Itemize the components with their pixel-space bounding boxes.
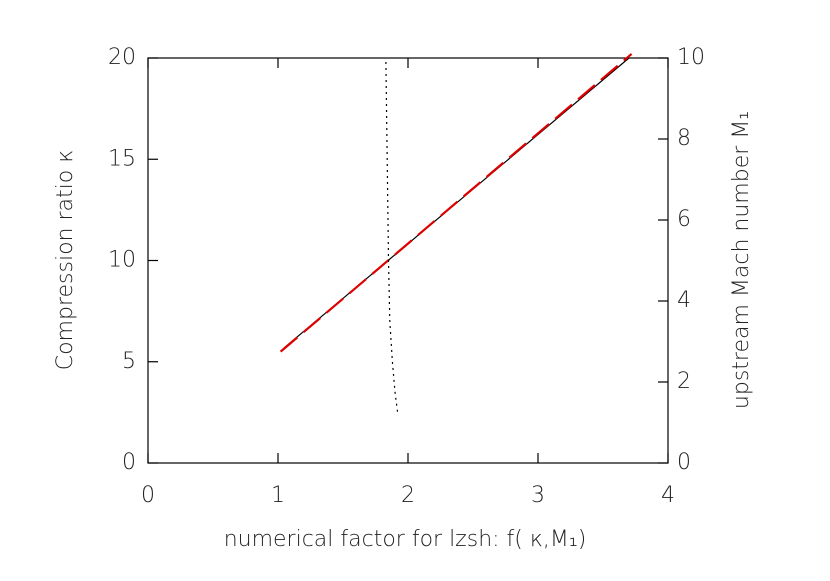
series-line <box>279 53 633 353</box>
x-tick-label: 0 <box>141 483 155 508</box>
x-tick-label: 1 <box>271 483 285 508</box>
y2-tick-label: 4 <box>677 288 691 313</box>
y-tick-label: 5 <box>122 349 136 374</box>
y2-tick-label: 2 <box>677 369 691 394</box>
x-tick-label: 2 <box>401 483 415 508</box>
y-tick-label: 15 <box>108 146 136 171</box>
y-axis-label: Compression ratio κ <box>53 150 78 371</box>
y-tick-label: 0 <box>122 450 136 475</box>
y2-tick-label: 10 <box>677 45 705 70</box>
y2-axis-label: upstream Mach number M₁ <box>729 111 754 409</box>
plot-frame <box>147 57 669 464</box>
y2-tick-label: 6 <box>677 207 691 232</box>
series-line <box>385 62 399 413</box>
y2-tick-label: 0 <box>677 450 691 475</box>
y2-tick-label: 8 <box>677 126 691 151</box>
x-axis-label: numerical factor for lzsh: f( κ,M₁) <box>224 527 587 552</box>
y-tick-label: 10 <box>108 248 136 273</box>
x-tick-label: 3 <box>531 483 545 508</box>
x-tick-label: 4 <box>661 483 675 508</box>
y-tick-label: 20 <box>108 45 136 70</box>
